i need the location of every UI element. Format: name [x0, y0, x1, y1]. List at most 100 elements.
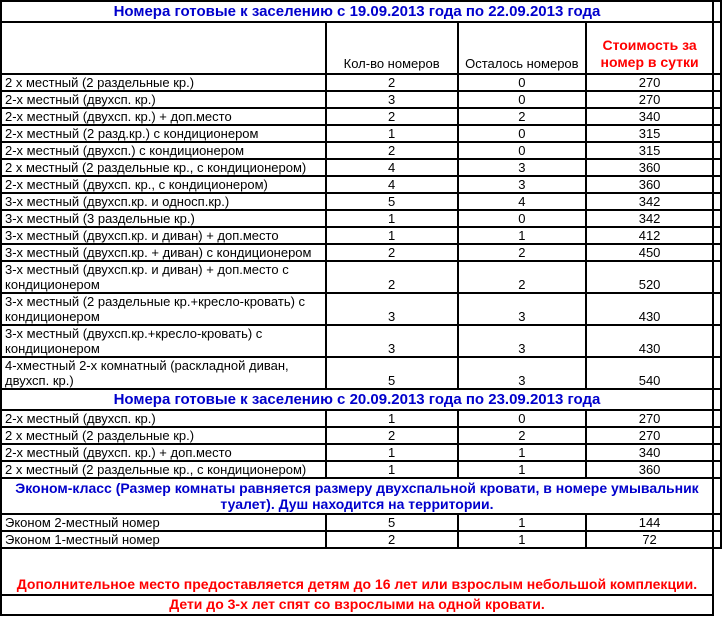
remaining-cell: 0 [456, 409, 588, 428]
spacer-cell [711, 243, 722, 262]
table-row: 2-х местный (двухсп. кр.) + доп.место 2 2 3… [0, 107, 722, 126]
table-row: 2-х местный (двухсп.) с кондиционером 2 0 3… [0, 141, 722, 160]
section-title: Эконом-класс (Размер комнаты равняется р… [0, 477, 714, 515]
spacer-cell [712, 548, 721, 595]
table-row: 3-х местный (двухсп.кр. и диван) + доп.м… [0, 260, 722, 294]
remaining-cell: 1 [456, 513, 588, 532]
table-row: 2-х местный (двухсп. кр., с кондиционеро… [0, 175, 722, 194]
table-row: 3-х местный (двухсп.кр. + диван) с конди… [0, 243, 722, 262]
section-title-row: Эконом-класс (Размер комнаты равняется р… [0, 477, 722, 515]
count-cell: 2 [324, 141, 459, 160]
column-header-room-type [0, 21, 327, 75]
column-header-price: Стоимость за номер в сутки [585, 21, 714, 75]
room-type-cell: 2 х местный (2 раздельные кр.) [0, 73, 327, 92]
remaining-cell: 3 [456, 158, 588, 177]
price-cell: 430 [585, 292, 714, 326]
count-cell: 1 [324, 460, 459, 479]
count-cell: 1 [324, 443, 459, 462]
spacer-cell [711, 192, 722, 211]
price-cell: 315 [585, 124, 714, 143]
remaining-cell: 2 [456, 260, 588, 294]
count-cell: 2 [324, 426, 459, 445]
table-row: Эконом 1-местный номер 2 1 72 [0, 530, 722, 549]
room-type-cell: 2-х местный (двухсп. кр.) + доп.место [0, 107, 327, 126]
table-row: 3-х местный (двухсп.кр.+кресло-кровать) … [0, 324, 722, 358]
room-type-cell: Эконом 2-местный номер [0, 513, 327, 532]
room-type-cell: 3-х местный (двухсп.кр.+кресло-кровать) … [0, 324, 327, 358]
count-cell: 2 [324, 530, 459, 549]
room-type-cell: 3-х местный (3 раздельные кр.) [0, 209, 327, 228]
price-cell: 342 [585, 192, 714, 211]
count-cell: 4 [324, 175, 459, 194]
spacer-cell [711, 513, 722, 532]
count-cell: 1 [324, 409, 459, 428]
room-type-cell: 3-х местный (двухсп.кр. и односп.кр.) [0, 192, 327, 211]
room-type-cell: 3-х местный (двухсп.кр. + диван) с конди… [0, 243, 327, 262]
table-row: 3-х местный (2 раздельные кр.+кресло-кро… [0, 292, 722, 326]
room-type-cell: 3-х местный (2 раздельные кр.+кресло-кро… [0, 292, 327, 326]
price-cell: 270 [585, 426, 714, 445]
count-cell: 4 [324, 158, 459, 177]
count-cell: 2 [324, 243, 459, 262]
spacer-cell [711, 141, 722, 160]
room-type-cell: 2-х местный (двухсп. кр., с кондиционеро… [0, 175, 327, 194]
remaining-cell: 2 [456, 426, 588, 445]
count-cell: 5 [324, 513, 459, 532]
spacer-cell [711, 356, 722, 390]
count-cell: 5 [324, 192, 459, 211]
remaining-cell: 4 [456, 192, 588, 211]
table-row: 2-х местный (двухсп. кр.) 3 0 270 [0, 90, 722, 109]
price-cell: 270 [585, 73, 714, 92]
room-type-cell: 2-х местный (двухсп.) с кондиционером [0, 141, 327, 160]
spacer-cell [711, 388, 722, 411]
room-type-cell: 2 х местный (2 раздельные кр., с кондици… [0, 460, 327, 479]
table-row: 2 х местный (2 раздельные кр.) 2 0 270 [0, 73, 722, 92]
room-type-cell: 2-х местный (двухсп. кр.) [0, 409, 327, 428]
spacer-cell [711, 460, 722, 479]
room-type-cell: 2-х местный (2 разд.кр.) с кондиционером [0, 124, 327, 143]
spacer-cell [711, 107, 722, 126]
table-row: 2-х местный (двухсп. кр.) + доп.место 1 1 3… [0, 443, 722, 462]
price-cell: 144 [585, 513, 714, 532]
count-cell: 3 [324, 292, 459, 326]
remaining-cell: 1 [456, 443, 588, 462]
price-cell: 450 [585, 243, 714, 262]
spacer-cell [711, 90, 722, 109]
spacer-cell [712, 595, 721, 615]
table-row: 2 х местный (2 раздельные кр.) 2 2 270 [0, 426, 722, 445]
remaining-cell: 2 [456, 243, 588, 262]
remaining-cell: 0 [456, 141, 588, 160]
footnote-text: Дополнительное место предоставляется дет… [0, 547, 714, 596]
remaining-cell: 0 [456, 209, 588, 228]
section-title: Номера готовые к заселению с 20.09.2013 … [0, 388, 714, 411]
remaining-cell: 3 [456, 356, 588, 390]
room-type-cell: 2-х местный (двухсп. кр.) + доп.место [0, 443, 327, 462]
section-title-row: Номера готовые к заселению с 20.09.2013 … [0, 388, 722, 411]
footnote-row: Дети до 3-х лет спят со взрослыми на одн… [0, 594, 721, 616]
count-cell: 1 [324, 124, 459, 143]
price-cell: 72 [585, 530, 714, 549]
room-type-cell: 4-хместный 2-х комнатный (раскладной див… [0, 356, 327, 390]
remaining-cell: 2 [456, 107, 588, 126]
section-title-row: Номера готовые к заселению с 19.09.2013 … [0, 0, 722, 23]
count-cell: 2 [324, 107, 459, 126]
spacer-cell [711, 443, 722, 462]
remaining-cell: 3 [456, 175, 588, 194]
spacer-cell [711, 124, 722, 143]
remaining-cell: 0 [456, 90, 588, 109]
remaining-cell: 0 [456, 73, 588, 92]
spacer-cell [711, 73, 722, 92]
room-type-cell: 2 х местный (2 раздельные кр.) [0, 426, 327, 445]
price-cell: 540 [585, 356, 714, 390]
table-row: 3-х местный (3 раздельные кр.) 1 0 342 [0, 209, 722, 228]
table-row: 4-хместный 2-х комнатный (раскладной див… [0, 356, 722, 390]
price-cell: 315 [585, 141, 714, 160]
count-cell: 1 [324, 226, 459, 245]
count-cell: 1 [324, 209, 459, 228]
count-cell: 3 [324, 324, 459, 358]
spacer-cell [711, 209, 722, 228]
remaining-cell: 1 [456, 226, 588, 245]
count-cell: 3 [324, 90, 459, 109]
spacer-cell [711, 175, 722, 194]
column-header-row: Кол-во номеров Осталось номеров Стоимость … [0, 21, 722, 75]
